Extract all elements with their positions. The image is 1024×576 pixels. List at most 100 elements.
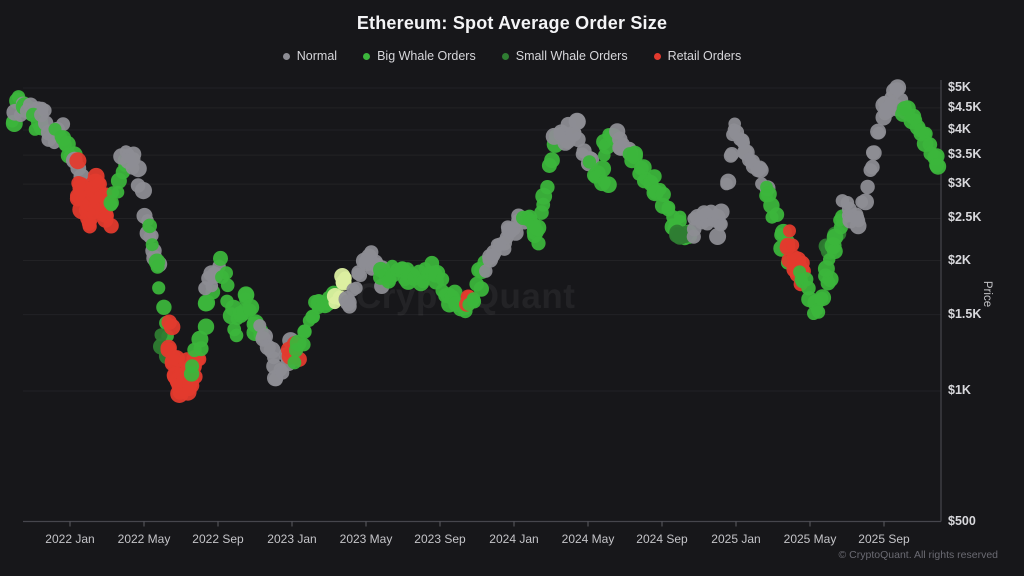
- data-point: [220, 278, 235, 293]
- x-tick-label: 2025 Jan: [711, 532, 761, 546]
- data-point: [852, 214, 866, 228]
- data-point: [529, 219, 547, 237]
- y-tick-label: $2.5K: [948, 210, 982, 225]
- x-tick-label: 2023 Jan: [267, 532, 317, 546]
- y-axis-title: Price: [981, 280, 994, 308]
- data-point: [635, 159, 652, 176]
- data-point: [655, 186, 671, 202]
- data-point: [713, 217, 728, 232]
- data-point: [473, 281, 489, 297]
- x-tick-label: 2024 May: [561, 532, 615, 546]
- data-point: [197, 318, 215, 335]
- data-point: [540, 180, 555, 195]
- data-point: [185, 359, 200, 374]
- small-whale-dot-icon: [501, 52, 509, 60]
- data-point: [287, 355, 302, 370]
- data-point: [568, 112, 586, 130]
- data-point: [720, 173, 737, 190]
- x-tick-label: 2023 Sep: [414, 532, 466, 546]
- data-point: [929, 158, 947, 175]
- data-point: [467, 294, 482, 309]
- x-tick-label: 2024 Sep: [636, 532, 688, 546]
- data-point: [69, 152, 87, 170]
- data-point: [338, 271, 352, 285]
- data-point: [570, 131, 586, 148]
- data-point: [865, 159, 880, 175]
- big-whale-dot-icon: [363, 52, 371, 60]
- data-point: [229, 328, 244, 343]
- data-point: [594, 160, 612, 178]
- data-point: [219, 266, 233, 280]
- data-point: [582, 155, 597, 169]
- data-point: [769, 207, 785, 223]
- y-tick-label: $1K: [948, 383, 971, 397]
- data-point: [435, 272, 450, 286]
- x-tick-label: 2022 Jan: [45, 532, 95, 546]
- y-tick-label: $2K: [948, 252, 971, 267]
- data-point: [713, 203, 730, 221]
- data-point: [857, 193, 874, 211]
- data-point: [544, 152, 560, 169]
- y-tick-label: $1.5K: [948, 306, 982, 321]
- data-point: [786, 238, 800, 252]
- data-point: [297, 324, 312, 339]
- y-tick-label: $4K: [948, 122, 971, 136]
- data-point: [600, 176, 617, 193]
- data-point: [534, 205, 549, 220]
- data-point: [531, 236, 546, 251]
- data-point: [866, 145, 882, 161]
- x-tick-label: 2022 May: [117, 532, 171, 546]
- data-point: [150, 259, 165, 274]
- data-point: [134, 182, 152, 200]
- copyright: © CryptoQuant. All rights reserved: [838, 549, 998, 561]
- x-tick-label: 2025 Sep: [858, 532, 910, 546]
- y-tick-label: $5K: [948, 79, 971, 94]
- data-point: [349, 281, 363, 295]
- y-tick-label: $3K: [948, 176, 971, 191]
- data-point: [872, 126, 885, 140]
- legend-item-normal[interactable]: Normal: [282, 49, 338, 63]
- legend-item-retail[interactable]: Retail Orders: [653, 49, 741, 63]
- data-point: [724, 147, 739, 162]
- data-point: [105, 198, 118, 212]
- legend-label-normal: Normal: [296, 49, 338, 63]
- data-point: [154, 328, 168, 342]
- data-point: [709, 228, 727, 245]
- legend: Normal Big Whale Orders Small Whale Orde…: [0, 49, 1024, 63]
- data-point: [213, 250, 228, 266]
- data-point: [37, 103, 52, 118]
- data-point: [297, 337, 311, 352]
- legend-item-small-whale[interactable]: Small Whale Orders: [501, 49, 628, 63]
- legend-label-small-whale: Small Whale Orders: [515, 49, 628, 63]
- legend-label-big-whale: Big Whale Orders: [377, 49, 476, 63]
- x-tick-label: 2023 May: [339, 532, 393, 546]
- data-point: [152, 281, 166, 295]
- y-tick-label: $3.5K: [948, 147, 982, 162]
- legend-item-big-whale[interactable]: Big Whale Orders: [363, 49, 476, 63]
- retail-dot-icon: [653, 52, 661, 60]
- page-title: Ethereum: Spot Average Order Size: [356, 13, 668, 33]
- data-point: [242, 298, 260, 316]
- data-point: [191, 330, 209, 348]
- data-point: [812, 305, 826, 319]
- data-point: [626, 147, 643, 165]
- data-point: [339, 294, 357, 311]
- data-point: [479, 264, 493, 278]
- data-point: [103, 218, 119, 234]
- data-point: [860, 179, 875, 195]
- data-point: [889, 79, 907, 96]
- data-point: [156, 299, 172, 315]
- data-point: [752, 162, 769, 179]
- x-tick-label: 2024 Jan: [489, 532, 539, 546]
- data-point: [129, 160, 147, 178]
- data-point: [783, 224, 796, 238]
- data-point: [163, 318, 181, 336]
- data-point: [447, 284, 463, 300]
- normal-dot-icon: [282, 52, 290, 60]
- data-point: [142, 218, 157, 234]
- data-point: [814, 289, 832, 307]
- data-point: [647, 169, 662, 184]
- data-point: [145, 238, 159, 252]
